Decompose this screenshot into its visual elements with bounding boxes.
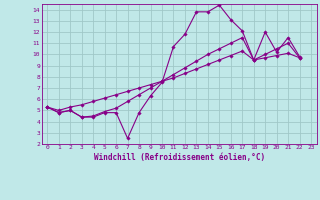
X-axis label: Windchill (Refroidissement éolien,°C): Windchill (Refroidissement éolien,°C) — [94, 153, 265, 162]
